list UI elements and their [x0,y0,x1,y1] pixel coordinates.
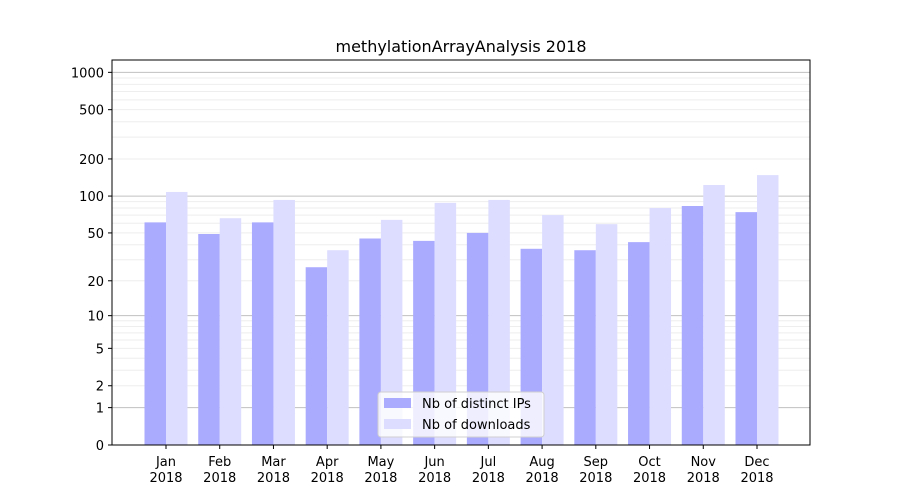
bar-downloads [542,215,564,445]
x-tick-label: Apr 2018 [311,455,344,486]
x-tick-label-line: Feb [208,455,231,470]
plot-frame [111,59,811,446]
bar-downloads [703,184,725,446]
bar-distinct-ips [305,267,328,445]
x-tick-label-line: 2018 [364,471,397,486]
legend-label: Nb of distinct IPs [422,397,531,412]
bar-distinct-ips [359,238,381,445]
y-tick-label: 10 [87,310,104,325]
x-tick-label: Dec 2018 [740,455,773,486]
x-tick-label: Jun 2018 [418,455,451,486]
y-tick-label: 200 [79,153,104,168]
x-tick-label-line: 2018 [203,471,236,486]
legend-box [377,391,545,438]
x-tick-label: Mar 2018 [257,455,290,486]
chart-title: methylationArrayAnalysis 2018 [335,37,586,56]
x-tick-label-line: May [367,455,394,470]
bar-distinct-ips [144,222,166,445]
x-tick-label-line: Oct [638,455,660,470]
y-tick-label: 500 [79,104,104,119]
legend-label: Nb of downloads [422,418,531,433]
x-tick-label-line: 2018 [579,471,612,486]
bar-distinct-ips [681,206,704,445]
y-tick-label: 1000 [71,66,104,81]
bar-downloads [649,207,672,445]
bar-downloads [434,202,457,445]
bar-downloads [488,199,510,445]
bar-downloads [380,219,403,445]
x-tick-label-line: 2018 [311,471,344,486]
x-tick-label: Jul 2018 [472,455,505,486]
bar-downloads [595,224,618,445]
x-tick-label: Feb 2018 [203,455,236,486]
bar-distinct-ips [251,222,274,445]
x-tick-label-line: Apr [316,455,339,470]
x-tick-label: May 2018 [364,455,397,486]
y-axis: 0 1 2 5 10 20 50 100 200 500 1000 [71,66,112,454]
x-tick-label-line: Jul [480,455,497,470]
x-tick-label: Sep 2018 [579,455,612,486]
legend-swatch [384,419,411,429]
x-tick-label-line: 2018 [149,471,182,486]
x-tick-label-line: Mar [261,455,286,470]
x-tick-label: Oct 2018 [633,455,666,486]
x-tick-label: Jan 2018 [149,455,182,486]
legend: Nb of distinct IPs Nb of downloads [377,391,545,438]
bar-downloads [757,175,779,445]
y-tick-label: 100 [79,190,104,205]
y-tick-label: 50 [87,227,104,242]
x-tick-label-line: Nov [691,455,717,470]
x-tick-label-line: 2018 [472,471,505,486]
bar-distinct-ips [574,250,596,445]
legend-swatch [384,398,411,408]
y-tick-label: 20 [87,275,104,290]
bar-downloads [327,250,349,445]
x-tick-label-line: 2018 [740,471,773,486]
bar-distinct-ips [628,242,650,445]
x-tick-label-line: Jan [155,455,176,470]
y-tick-label: 2 [96,380,104,395]
y-tick-label: 5 [96,342,104,357]
x-tick-label-line: Sep [584,455,609,470]
bar-distinct-ips [735,212,757,445]
bar-downloads [219,218,242,445]
x-tick-label-line: 2018 [526,471,559,486]
x-tick-label-line: 2018 [687,471,720,486]
x-tick-label-line: Dec [744,455,769,470]
y-tick-label: 1 [96,402,104,417]
x-tick-label: Aug 2018 [526,455,559,486]
bar-distinct-ips [198,233,220,445]
y-tick-label: 0 [96,439,104,454]
x-tick-label-line: 2018 [633,471,666,486]
bar-downloads [166,191,188,445]
x-tick-label-line: 2018 [257,471,290,486]
bar-downloads [273,199,295,445]
x-tick-label-line: 2018 [418,471,451,486]
x-tick-label-line: Aug [529,455,554,470]
x-tick-label-line: Jun [423,455,444,470]
bars [144,175,779,446]
x-tick-label: Nov 2018 [687,455,720,486]
